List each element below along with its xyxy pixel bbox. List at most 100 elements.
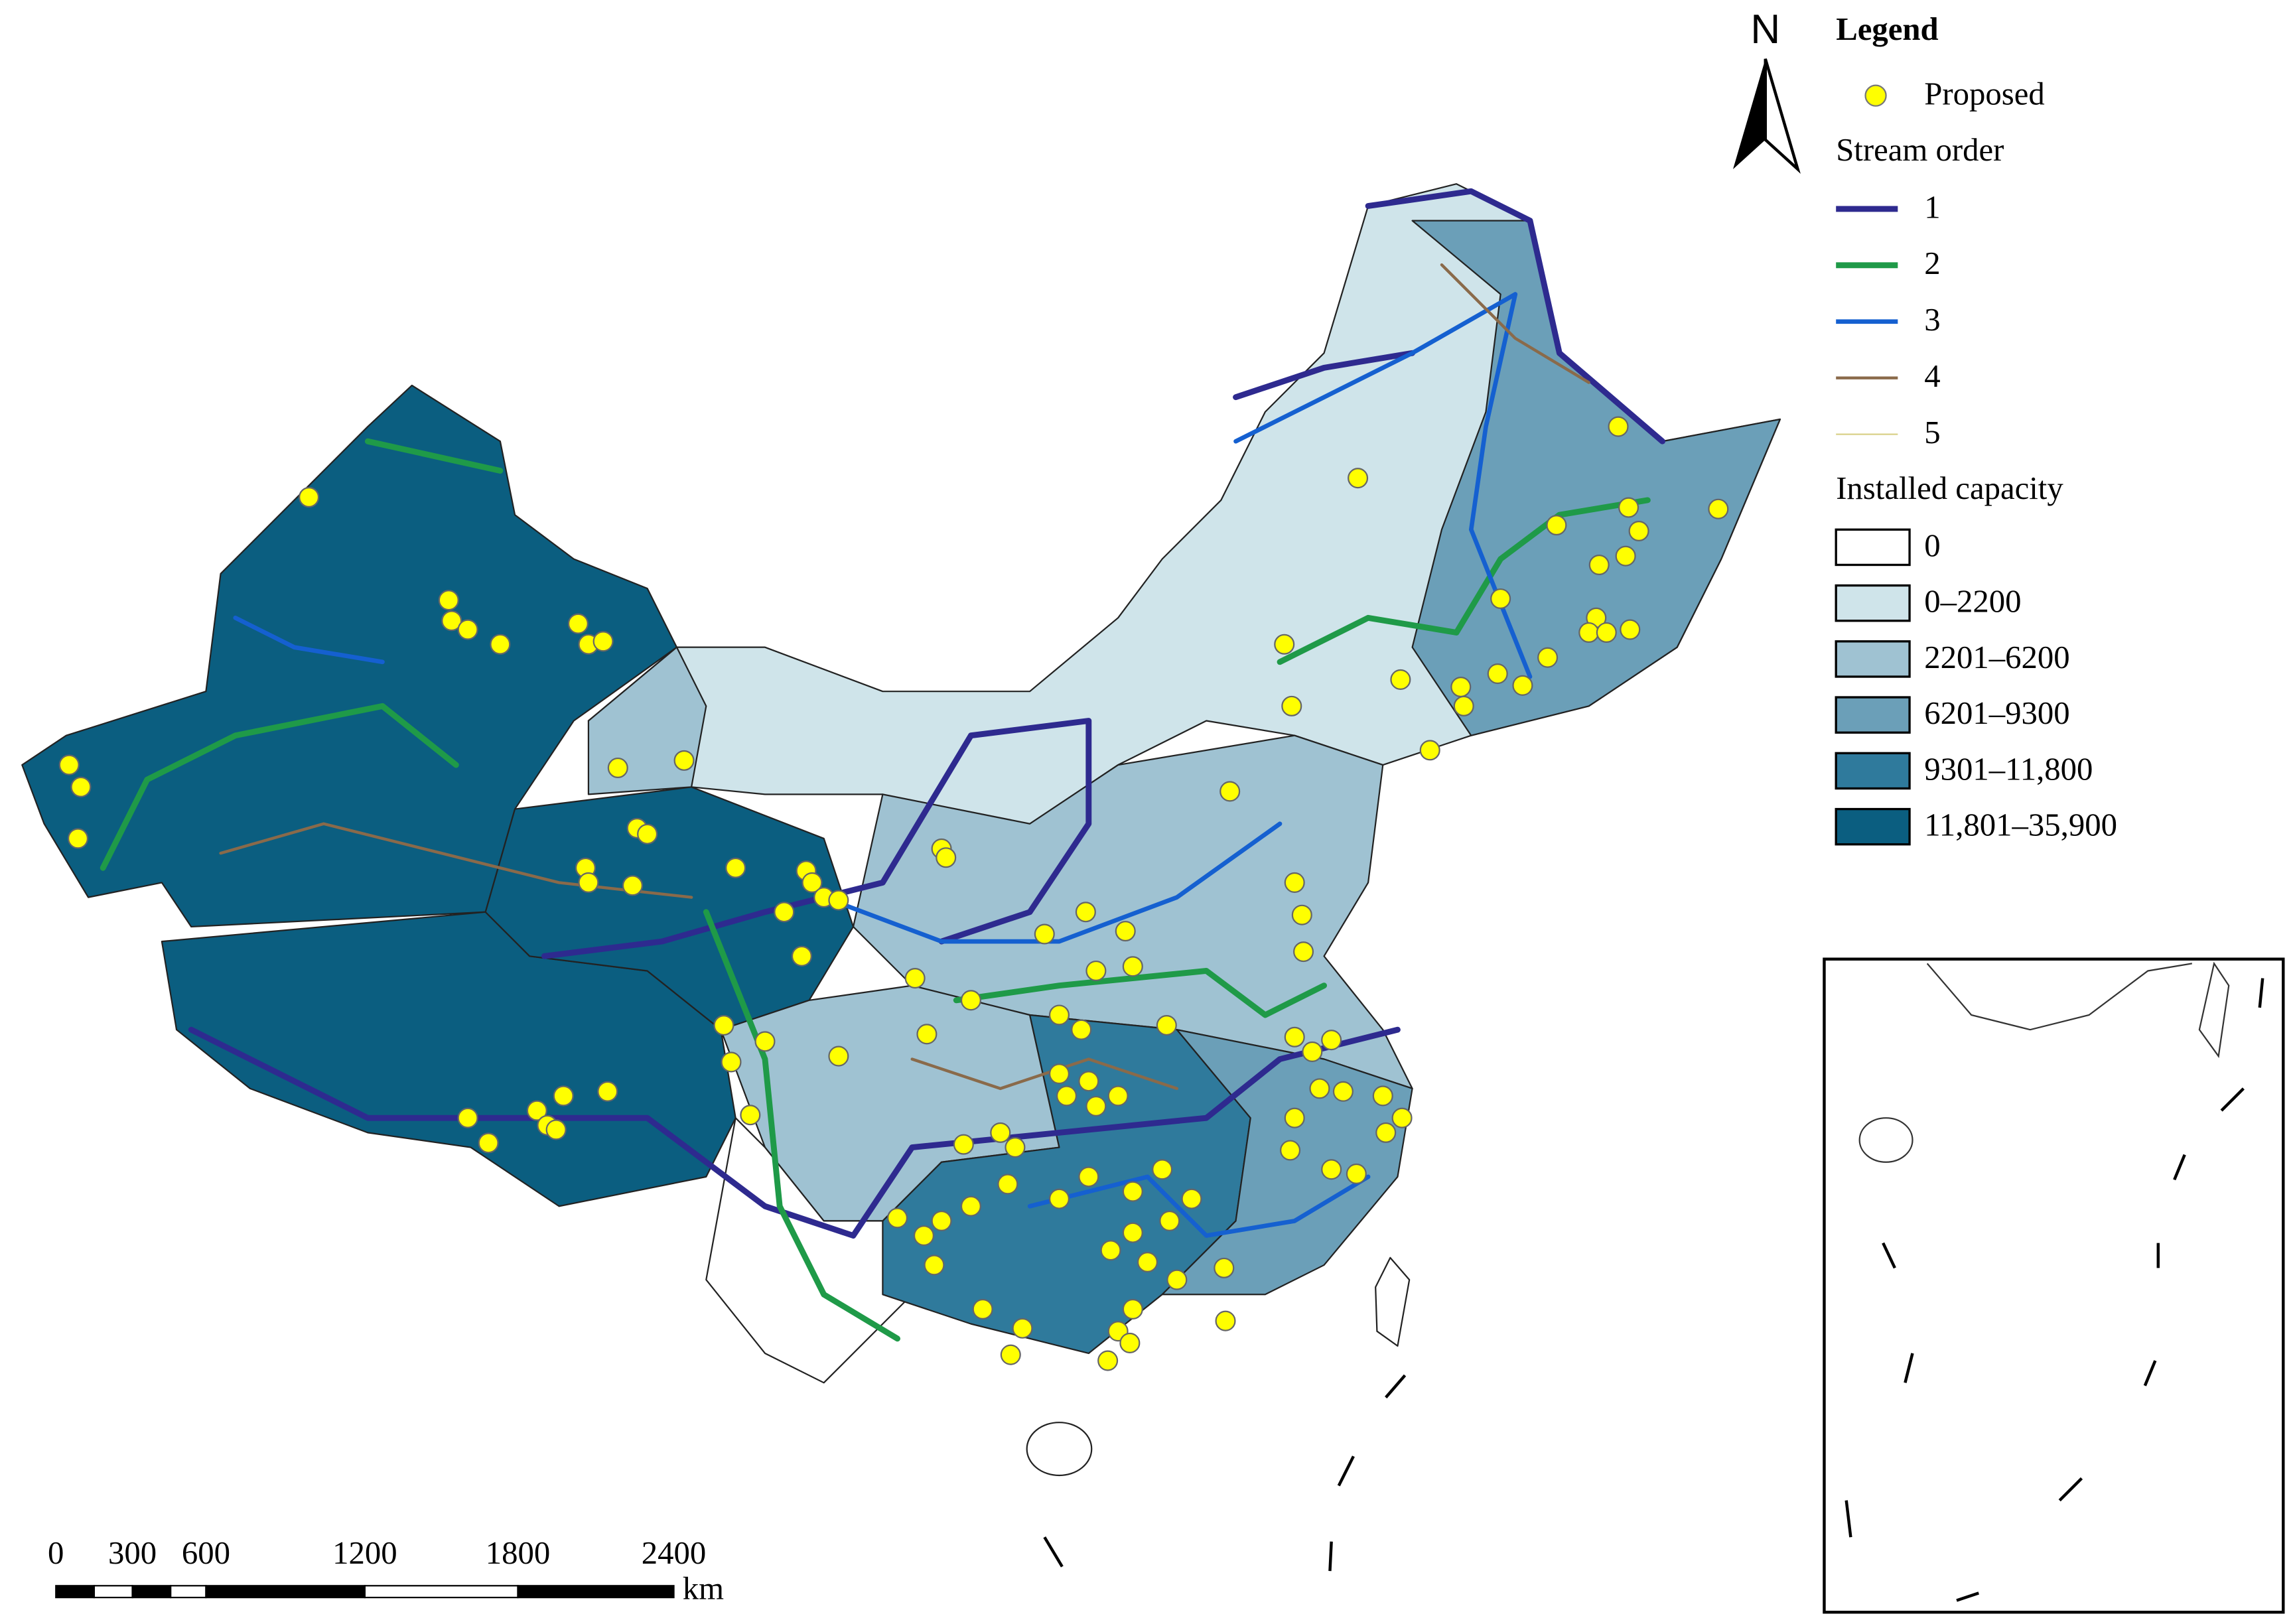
proposed-site (1578, 622, 1600, 643)
proposed-site (1166, 1269, 1188, 1290)
proposed-site (553, 1085, 574, 1107)
proposed-site (1122, 1222, 1143, 1243)
legend-swatch (1835, 640, 1911, 678)
scale-label: 0 (48, 1535, 64, 1571)
island (1026, 1422, 1093, 1477)
proposed-site (1097, 1350, 1119, 1371)
proposed-site (1000, 1344, 1021, 1365)
proposed-site (1618, 497, 1639, 518)
proposed-site (1391, 1107, 1413, 1128)
scale-segment (55, 1585, 96, 1599)
legend: Legend Proposed Stream order Installed c… (1835, 11, 2117, 846)
proposed-site (1490, 588, 1511, 610)
inset-frame (1823, 957, 2285, 1614)
legend-dot (1864, 84, 1887, 107)
proposed-site (931, 1210, 952, 1231)
proposed-site (990, 1122, 1011, 1143)
proposed-site (637, 823, 658, 845)
legend-label: Proposed (1924, 76, 2045, 112)
legend-label: 3 (1924, 302, 1940, 338)
proposed-site (1284, 1026, 1305, 1048)
river (1233, 350, 1416, 401)
proposed-site (828, 890, 849, 911)
north-label: N (1750, 7, 1780, 52)
proposed-site (1346, 1163, 1367, 1184)
proposed-site (1156, 1014, 1177, 1036)
arrow-half (1732, 58, 1766, 170)
legend-label: 4 (1924, 358, 1940, 394)
proposed-site (597, 1081, 618, 1102)
legend-label: 0–2200 (1924, 584, 2021, 620)
proposed-site (1302, 1041, 1323, 1062)
river (364, 438, 504, 474)
proposed-site (904, 968, 926, 989)
legend-label: 5 (1924, 415, 1940, 450)
proposed-site (1219, 781, 1241, 802)
proposed-site (1284, 1107, 1305, 1128)
proposed-site (1280, 1140, 1301, 1161)
river (953, 968, 1328, 1018)
proposed-site (607, 757, 628, 779)
proposed-site (725, 857, 746, 878)
proposed-site (1048, 1063, 1070, 1085)
proposed-site (1620, 619, 1641, 640)
north-arrow: N (1732, 7, 1801, 174)
proposed-site (1281, 695, 1302, 716)
proposed-site (1512, 675, 1533, 696)
river (219, 822, 693, 899)
proposed-site (774, 902, 795, 923)
river (188, 1026, 1401, 1239)
river (233, 615, 385, 665)
proposed-site (1546, 515, 1567, 536)
proposed-site (1181, 1188, 1202, 1209)
river (541, 718, 1092, 959)
proposed-site (1487, 663, 1508, 685)
proposed-site (490, 634, 511, 655)
proposed-site (1100, 1240, 1121, 1261)
arrow-half (1764, 58, 1801, 174)
river (100, 703, 459, 871)
scale-segment (364, 1585, 519, 1599)
proposed-site (1048, 1004, 1070, 1026)
proposed-site (721, 1051, 742, 1073)
legend-label: 0 (1924, 527, 1940, 563)
scale-segment (93, 1585, 133, 1599)
proposed-site (960, 990, 981, 1011)
legend-swatch (1835, 584, 1911, 622)
proposed-site (953, 1134, 974, 1155)
legend-label: 6201–9300 (1924, 695, 2069, 731)
proposed-site (673, 750, 695, 771)
proposed-site (1537, 647, 1559, 668)
inset-map (1823, 957, 2285, 1614)
proposed-site (960, 1195, 981, 1217)
proposed-site (1628, 520, 1649, 542)
proposed-site (441, 610, 462, 632)
proposed-site (1048, 1188, 1070, 1209)
proposed-site (1085, 960, 1107, 981)
proposed-site (1078, 1166, 1099, 1187)
proposed-site (1122, 956, 1143, 977)
proposed-site (972, 1298, 993, 1320)
proposed-site (1137, 1251, 1158, 1273)
proposed-site (1348, 468, 1369, 489)
proposed-site (578, 872, 599, 893)
legend-swatch (1835, 807, 1911, 846)
scale-label: 1200 (332, 1535, 397, 1571)
river (1277, 497, 1651, 665)
proposed-site (1321, 1159, 1342, 1180)
proposed-site (526, 1100, 547, 1121)
proposed-site (1321, 1030, 1342, 1051)
proposed-site (1453, 695, 1474, 716)
legend-swatch (1835, 752, 1911, 790)
proposed-site (913, 1225, 934, 1247)
proposed-site (438, 590, 459, 611)
river (703, 909, 900, 1342)
proposed-site (67, 828, 89, 849)
proposed-site (1596, 622, 1617, 643)
inset-coast (1926, 963, 2192, 1031)
proposed-site (58, 754, 80, 776)
proposed-site (567, 613, 589, 634)
proposed-site (1588, 554, 1610, 576)
proposed-site (997, 1174, 1018, 1195)
